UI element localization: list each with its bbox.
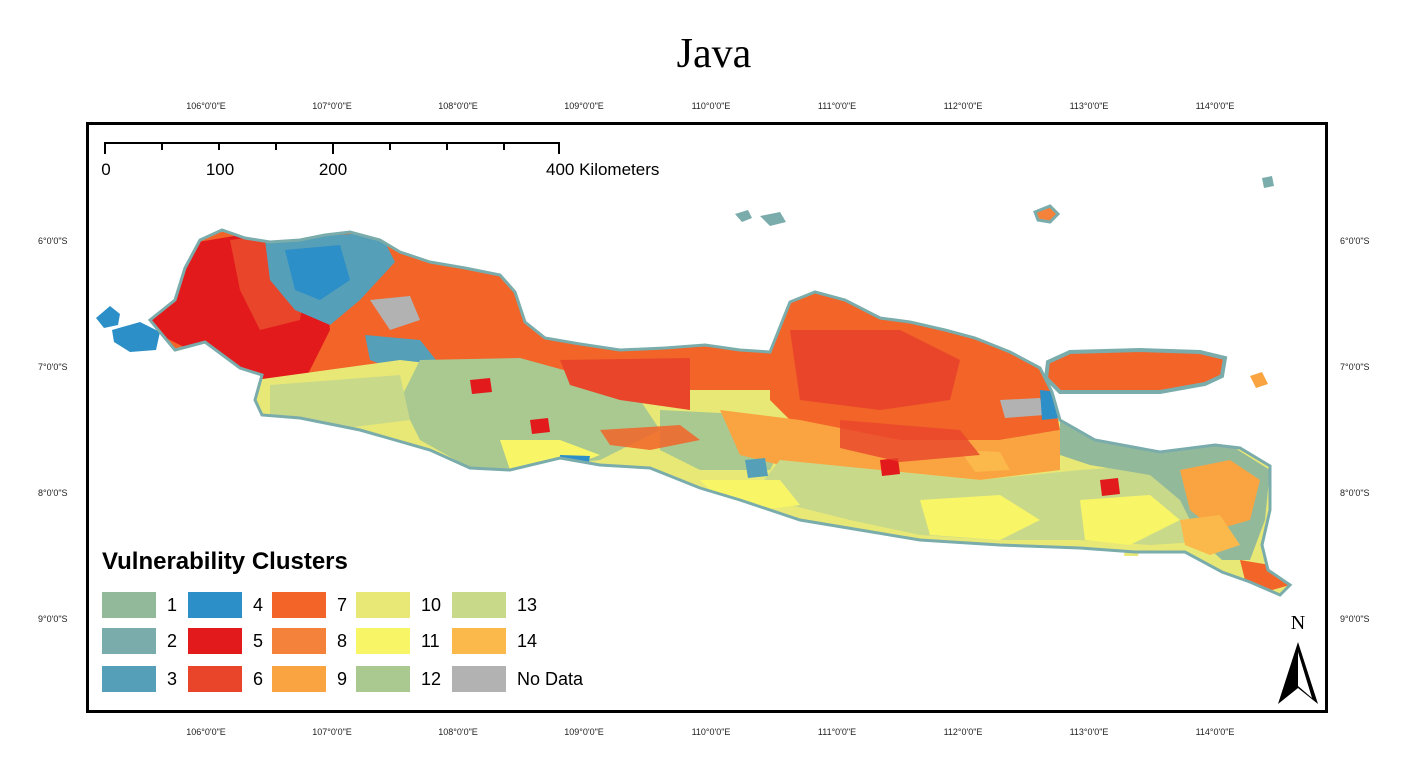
legend-label: 4	[253, 595, 264, 615]
scale-tick	[161, 142, 163, 150]
legend-swatch	[452, 666, 506, 692]
legend-label: 3	[167, 669, 178, 689]
legend-label: 10	[421, 595, 442, 615]
lon-label-top: 114°0'0"E	[1195, 101, 1235, 111]
island-madura-east	[1250, 372, 1268, 388]
lat-label-left: 8°0'0"S	[38, 488, 68, 498]
legend-label: 9	[337, 669, 348, 689]
island-karimunjawa	[735, 210, 752, 222]
scale-label: 0	[101, 160, 111, 179]
legend-label: 6	[253, 669, 264, 689]
lat-label-left: 9°0'0"S	[38, 614, 68, 624]
scale-tick	[446, 142, 448, 150]
map-frame	[86, 122, 1328, 713]
island-west	[96, 306, 120, 328]
legend-label: 8	[337, 631, 348, 651]
lat-label-left: 7°0'0"S	[38, 362, 68, 372]
legend-label: 7	[337, 595, 348, 615]
java-coastline	[147, 228, 1293, 597]
legend-swatch	[272, 628, 326, 654]
scale-tick	[503, 142, 505, 150]
island-bawean	[1033, 204, 1061, 224]
legend-swatch	[452, 592, 506, 618]
lon-label-bottom: 110°0'0"E	[691, 727, 731, 737]
lat-label-left: 6°0'0"S	[38, 236, 68, 246]
legend-label: 12	[421, 669, 442, 689]
lon-label-bottom: 106°0'0"E	[186, 727, 226, 737]
lat-label-right: 6°0'0"S	[1340, 236, 1370, 246]
lon-label-top: 110°0'0"E	[691, 101, 731, 111]
lon-label-bottom: 109°0'0"E	[564, 727, 604, 737]
legend-swatch	[356, 592, 410, 618]
scale-tick	[332, 142, 334, 154]
lon-label-bottom: 112°0'0"E	[943, 727, 983, 737]
scale-tick	[389, 142, 391, 150]
legend-swatch	[102, 666, 156, 692]
lon-label-bottom: 111°0'0"E	[817, 727, 857, 737]
scale-tick	[558, 142, 560, 154]
legend-label: 13	[517, 595, 538, 615]
java-vulnerability-map	[96, 176, 1293, 597]
north-arrow-icon	[1278, 642, 1318, 704]
legend-label: 1	[167, 595, 178, 615]
island-west-bay	[112, 322, 160, 352]
lon-label-top: 107°0'0"E	[312, 101, 352, 111]
north-arrow: N	[1276, 612, 1320, 708]
lon-label-bottom: 114°0'0"E	[1195, 727, 1235, 737]
scale-tick	[275, 142, 277, 150]
island-northeast	[1262, 176, 1274, 188]
legend-swatch	[452, 628, 506, 654]
legend-swatch	[356, 628, 410, 654]
lon-label-top: 108°0'0"E	[438, 101, 478, 111]
scale-label: 100	[205, 160, 235, 179]
scale-tick	[218, 142, 220, 150]
legend-swatch	[272, 666, 326, 692]
lon-label-top: 113°0'0"E	[1069, 101, 1109, 111]
lon-label-top: 106°0'0"E	[186, 101, 226, 111]
legend-label: 2	[167, 631, 178, 651]
island-karimunjawa-2	[760, 212, 786, 226]
lon-label-top: 112°0'0"E	[943, 101, 983, 111]
legend-swatch	[102, 628, 156, 654]
lat-label-right: 9°0'0"S	[1340, 614, 1370, 624]
island-madura	[1043, 347, 1228, 394]
lat-label-right: 7°0'0"S	[1340, 362, 1370, 372]
lon-label-bottom: 107°0'0"E	[312, 727, 352, 737]
legend-swatch	[188, 628, 242, 654]
legend-swatch	[102, 592, 156, 618]
legend-label: No Data	[517, 669, 584, 689]
legend-label: 14	[517, 631, 538, 651]
legend-swatch	[188, 592, 242, 618]
lon-label-top: 109°0'0"E	[564, 101, 604, 111]
legend-swatch	[356, 666, 410, 692]
lat-label-right: 8°0'0"S	[1340, 488, 1370, 498]
legend: Vulnerability Clusters 1 2 3 4 5 6 7	[102, 548, 583, 692]
lon-label-bottom: 113°0'0"E	[1069, 727, 1109, 737]
legend-swatch	[272, 592, 326, 618]
lon-label-bottom: 108°0'0"E	[438, 727, 478, 737]
lon-label-top: 111°0'0"E	[817, 101, 857, 111]
legend-label: 5	[253, 631, 264, 651]
scale-label: 200	[318, 160, 348, 179]
scale-bar: 0 100 200 400 Kilometers	[101, 138, 664, 184]
legend-grid: 1 2 3 4 5 6 7 8	[102, 592, 583, 692]
scale-tick	[104, 142, 106, 154]
legend-swatch	[188, 666, 242, 692]
map-title: Java	[676, 31, 752, 77]
scale-label-unit: 400 Kilometers	[546, 160, 660, 179]
legend-title: Vulnerability Clusters	[102, 548, 348, 575]
north-label: N	[1290, 612, 1306, 634]
legend-label: 11	[421, 631, 440, 651]
